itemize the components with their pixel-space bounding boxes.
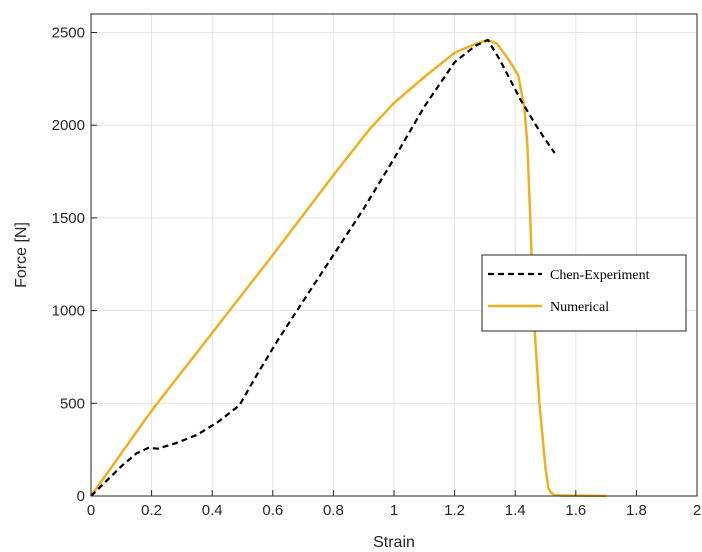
x-tick-label: 0.8 [323, 502, 344, 519]
legend: Chen-Experiment Numerical [481, 254, 687, 332]
x-tick-label: 1 [390, 502, 398, 519]
x-tick-label: 1.2 [444, 502, 465, 519]
y-tick-label: 0 [77, 488, 85, 505]
y-axis-ticks: 0 500 1000 1500 2000 2500 [52, 25, 97, 505]
x-tick-label: 0.2 [141, 502, 162, 519]
y-axis-label: Force [N] [13, 222, 30, 288]
x-tick-label: 1.6 [565, 502, 586, 519]
plot-lines [89, 38, 607, 498]
x-tick-label: 2 [693, 502, 701, 519]
legend-label-numerical: Numerical [550, 300, 609, 315]
legend-label-chen-experiment: Chen-Experiment [550, 268, 650, 283]
x-tick-label: 0.4 [202, 502, 223, 519]
legend-box [481, 254, 687, 332]
y-tick-label: 2500 [52, 25, 85, 42]
x-axis-label: Strain [373, 534, 415, 551]
y-tick-label: 2000 [52, 117, 85, 134]
series-line-numerical [89, 38, 607, 498]
y-tick-label: 1000 [52, 303, 85, 320]
x-axis-ticks: 0 0.2 0.4 0.6 0.8 1 1.2 1.4 1.6 1.8 2 [87, 490, 701, 519]
x-tick-label: 0 [87, 502, 95, 519]
series-line-chen-experiment [90, 38, 556, 497]
x-tick-label: 0.6 [262, 502, 283, 519]
y-tick-label: 1500 [52, 210, 85, 227]
y-tick-label: 500 [60, 395, 85, 412]
x-tick-label: 1.8 [626, 502, 647, 519]
x-tick-label: 1.4 [505, 502, 526, 519]
